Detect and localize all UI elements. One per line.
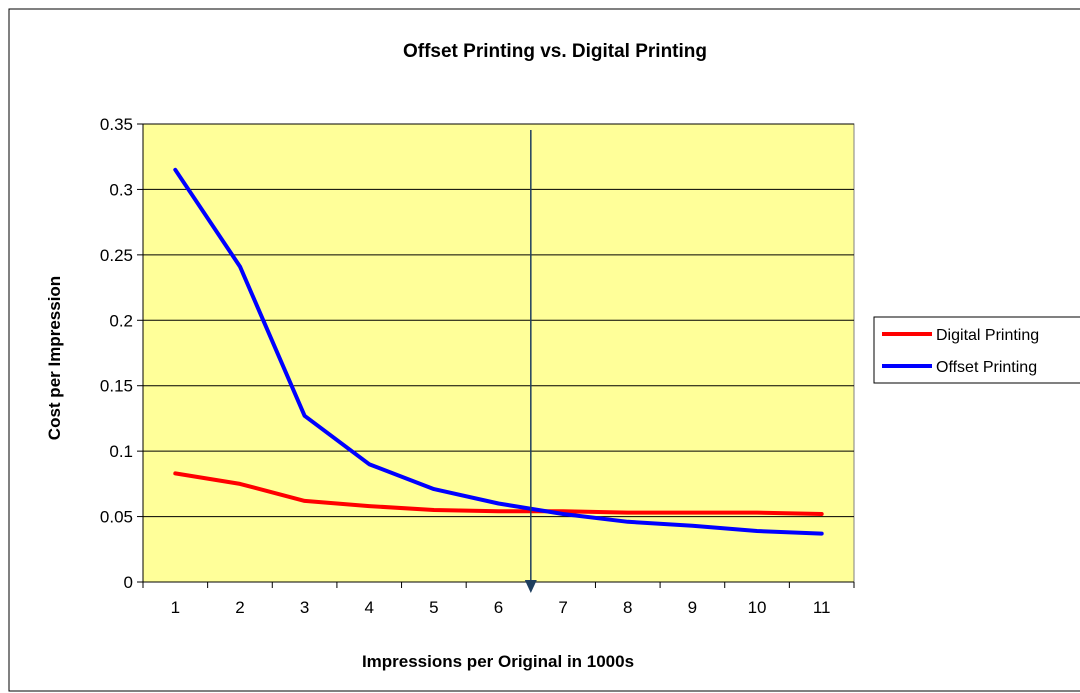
gridlines xyxy=(143,123,854,518)
series-line-offset-printing xyxy=(173,167,824,536)
x-tick-label: 1 xyxy=(171,598,180,617)
annotation-arrow-head xyxy=(524,580,537,593)
y-tick-label: 0.2 xyxy=(109,311,133,330)
series-line-digital-printing xyxy=(173,471,824,516)
axes: 0 0.05 0.1 0.15 0.2 0.25 0.3 0.35 1 2 3 4 5 6 7 8 9 10 11 xyxy=(100,115,855,617)
x-tick-label: 4 xyxy=(364,598,373,617)
x-axis-title: Impressions per Original in 1000s xyxy=(362,652,634,671)
y-axis-title: Cost per Impression xyxy=(45,276,64,440)
x-tick-label: 5 xyxy=(429,598,438,617)
y-tick-label: 0.1 xyxy=(109,442,133,461)
x-tick-label: 3 xyxy=(300,598,309,617)
plot-area xyxy=(142,123,855,583)
y-tick-label: 0.25 xyxy=(100,246,133,265)
x-tick-label: 2 xyxy=(235,598,244,617)
y-tick-label: 0.15 xyxy=(100,377,133,396)
y-tick-label: 0.35 xyxy=(100,115,133,134)
legend-box xyxy=(873,316,1080,384)
annotations xyxy=(524,130,537,593)
x-tick-label: 7 xyxy=(558,598,567,617)
series-lines xyxy=(173,167,824,536)
x-tick-label: 9 xyxy=(688,598,697,617)
chart-title: Offset Printing vs. Digital Printing xyxy=(403,41,707,62)
x-tick-label: 6 xyxy=(494,598,503,617)
y-tick-label: 0.05 xyxy=(100,508,133,527)
y-tick-label: 0.3 xyxy=(109,180,133,199)
legend: Digital Printing Offset Printing xyxy=(873,316,1080,384)
x-tick-label: 11 xyxy=(813,598,831,617)
legend-label-digital-printing: Digital Printing xyxy=(936,327,1039,344)
y-tick-label: 0 xyxy=(124,573,133,592)
x-tick-label: 10 xyxy=(748,598,767,617)
x-tick-label: 8 xyxy=(623,598,632,617)
legend-label-offset-printing: Offset Printing xyxy=(936,359,1037,376)
